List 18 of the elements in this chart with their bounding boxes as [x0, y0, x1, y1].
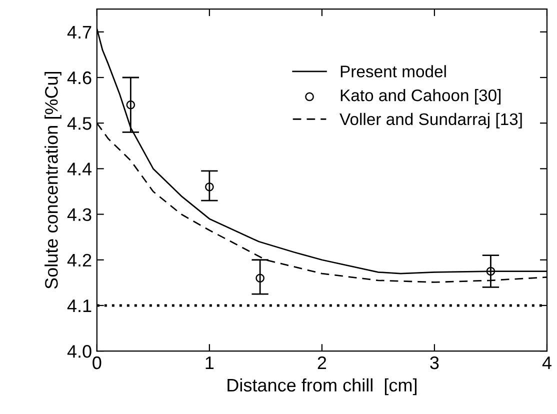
y-tick-label: 4.2 [67, 254, 92, 266]
y-tick-label: 4.0 [67, 345, 92, 358]
y-axis-title: Solute concentration [%Cu] [44, 72, 62, 289]
x-tick-label: 2 [318, 356, 326, 370]
y-tick-label: 4.7 [67, 26, 92, 38]
legend-label: Voller and Sundarraj [13] [340, 112, 522, 128]
x-tick-label: 4 [542, 356, 552, 370]
legend-label: Present model [340, 65, 446, 78]
x-axis-title: Distance from chill [cm] [228, 378, 416, 396]
y-tick-label: 4.6 [67, 71, 92, 84]
y-tick-label: 4.1 [67, 300, 92, 312]
x-tick-label: 0 [92, 356, 102, 370]
x-tick-label: 1 [206, 356, 214, 370]
y-tick-label: 4.3 [67, 208, 92, 222]
legend-label: Kato and Cahoon [30] [340, 89, 501, 105]
y-tick-label: 4.4 [67, 162, 92, 176]
x-tick-label: 3 [430, 356, 439, 370]
y-tick-label: 4.5 [67, 117, 92, 130]
